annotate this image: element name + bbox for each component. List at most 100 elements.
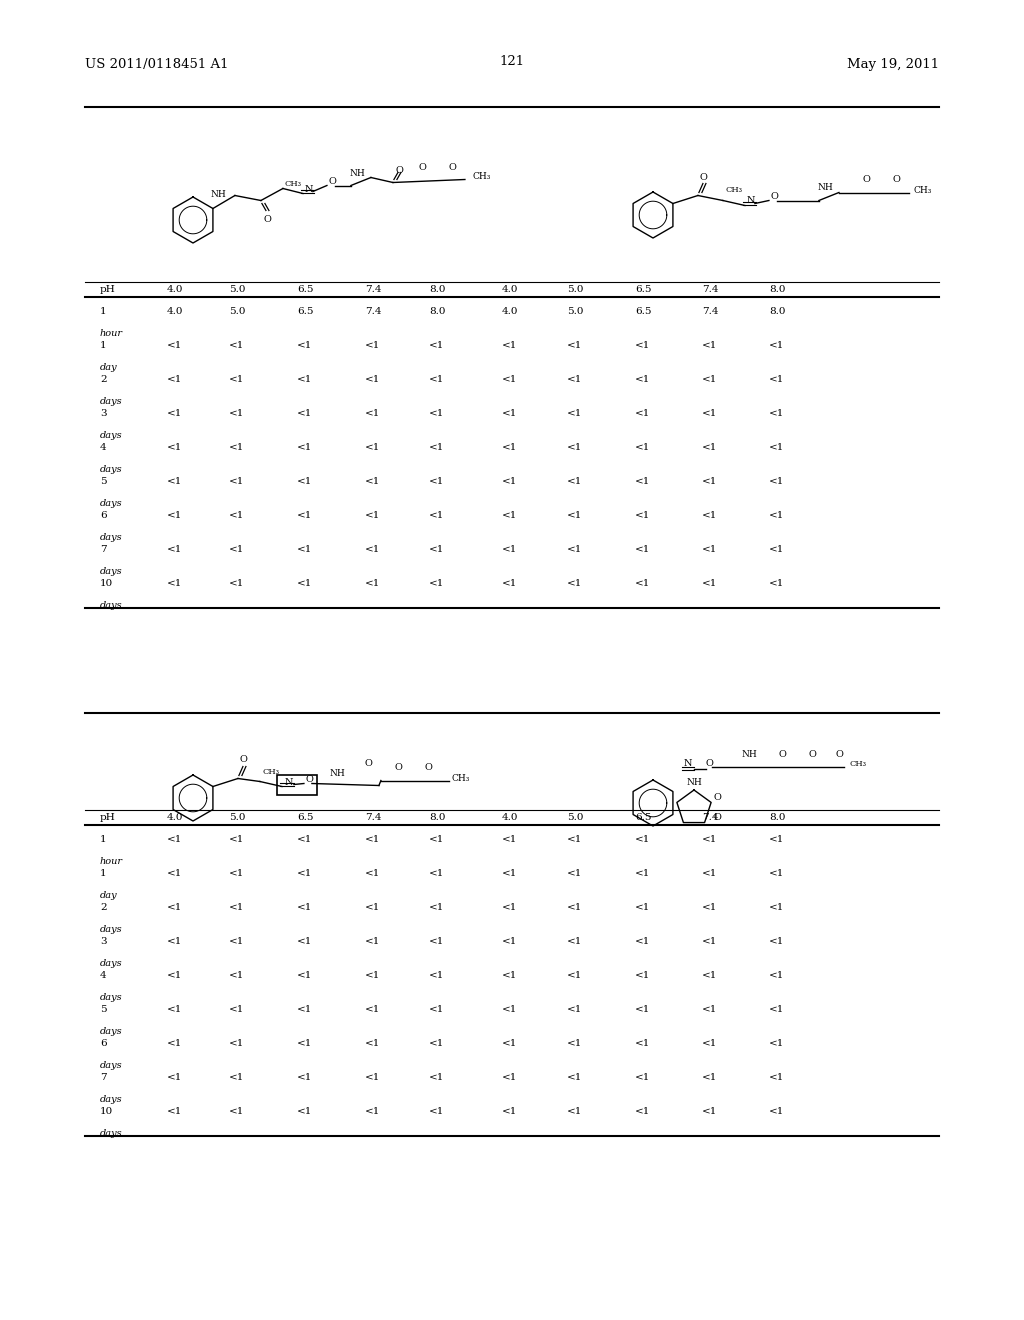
Text: <1: <1 bbox=[503, 511, 518, 520]
Text: <1: <1 bbox=[167, 375, 182, 384]
Text: <1: <1 bbox=[769, 511, 784, 520]
Text: <1: <1 bbox=[567, 972, 583, 979]
Text: 5.0: 5.0 bbox=[566, 813, 584, 822]
Text: <1: <1 bbox=[429, 511, 444, 520]
Text: <1: <1 bbox=[567, 1005, 583, 1014]
Text: <1: <1 bbox=[229, 836, 245, 843]
Text: <1: <1 bbox=[635, 1073, 650, 1082]
Text: O: O bbox=[893, 176, 901, 185]
Text: NH: NH bbox=[349, 169, 365, 177]
Text: O: O bbox=[264, 214, 271, 223]
Text: hour: hour bbox=[100, 329, 123, 338]
Text: O: O bbox=[449, 162, 457, 172]
Text: <1: <1 bbox=[366, 444, 381, 451]
Text: <1: <1 bbox=[429, 903, 444, 912]
Text: <1: <1 bbox=[297, 409, 312, 418]
Text: days: days bbox=[100, 499, 123, 508]
Text: days: days bbox=[100, 1061, 123, 1071]
Text: <1: <1 bbox=[167, 869, 182, 878]
Text: <1: <1 bbox=[503, 545, 518, 554]
Text: <1: <1 bbox=[229, 1107, 245, 1115]
Text: <1: <1 bbox=[167, 477, 182, 486]
Text: 1: 1 bbox=[100, 308, 106, 315]
Text: <1: <1 bbox=[769, 1005, 784, 1014]
Text: <1: <1 bbox=[635, 545, 650, 554]
Text: <1: <1 bbox=[229, 444, 245, 451]
Text: <1: <1 bbox=[366, 511, 381, 520]
Text: <1: <1 bbox=[635, 444, 650, 451]
Text: <1: <1 bbox=[167, 409, 182, 418]
Text: <1: <1 bbox=[702, 1107, 718, 1115]
Text: <1: <1 bbox=[366, 477, 381, 486]
Text: <1: <1 bbox=[429, 477, 444, 486]
Text: 5.0: 5.0 bbox=[228, 813, 246, 822]
Text: 1: 1 bbox=[100, 341, 106, 350]
Text: <1: <1 bbox=[229, 477, 245, 486]
Text: 3: 3 bbox=[100, 409, 106, 418]
Text: day: day bbox=[100, 891, 118, 900]
Text: <1: <1 bbox=[229, 545, 245, 554]
Text: <1: <1 bbox=[567, 579, 583, 587]
Text: <1: <1 bbox=[702, 409, 718, 418]
Text: O: O bbox=[771, 191, 779, 201]
Text: NH: NH bbox=[686, 777, 701, 787]
Text: 4.0: 4.0 bbox=[167, 813, 183, 822]
Text: <1: <1 bbox=[702, 937, 718, 946]
Text: <1: <1 bbox=[297, 579, 312, 587]
Text: 8.0: 8.0 bbox=[429, 813, 445, 822]
Text: 4: 4 bbox=[100, 972, 106, 979]
Text: <1: <1 bbox=[229, 511, 245, 520]
Text: O: O bbox=[396, 166, 403, 176]
Text: 8.0: 8.0 bbox=[429, 308, 445, 315]
Text: 5: 5 bbox=[100, 1005, 106, 1014]
Text: <1: <1 bbox=[567, 341, 583, 350]
Text: <1: <1 bbox=[167, 972, 182, 979]
Text: <1: <1 bbox=[635, 477, 650, 486]
Text: <1: <1 bbox=[702, 1005, 718, 1014]
Text: <1: <1 bbox=[503, 937, 518, 946]
Text: <1: <1 bbox=[567, 511, 583, 520]
Text: <1: <1 bbox=[366, 836, 381, 843]
Text: 5: 5 bbox=[100, 477, 106, 486]
Text: O: O bbox=[365, 759, 373, 768]
Text: <1: <1 bbox=[366, 1073, 381, 1082]
Text: <1: <1 bbox=[429, 972, 444, 979]
Text: days: days bbox=[100, 993, 123, 1002]
Text: <1: <1 bbox=[769, 1073, 784, 1082]
Text: <1: <1 bbox=[297, 903, 312, 912]
Text: <1: <1 bbox=[503, 869, 518, 878]
Text: <1: <1 bbox=[229, 409, 245, 418]
Text: <1: <1 bbox=[366, 579, 381, 587]
Text: <1: <1 bbox=[702, 375, 718, 384]
Text: <1: <1 bbox=[567, 1039, 583, 1048]
Text: 6.5: 6.5 bbox=[297, 813, 313, 822]
Text: <1: <1 bbox=[769, 545, 784, 554]
Text: <1: <1 bbox=[429, 836, 444, 843]
Text: <1: <1 bbox=[366, 972, 381, 979]
Text: days: days bbox=[100, 465, 123, 474]
Text: <1: <1 bbox=[366, 869, 381, 878]
Text: NH: NH bbox=[329, 768, 345, 777]
Text: <1: <1 bbox=[429, 341, 444, 350]
Text: O: O bbox=[419, 162, 427, 172]
Text: <1: <1 bbox=[702, 869, 718, 878]
Text: <1: <1 bbox=[503, 341, 518, 350]
Text: <1: <1 bbox=[167, 444, 182, 451]
Text: <1: <1 bbox=[229, 1039, 245, 1048]
Text: day: day bbox=[100, 363, 118, 372]
Text: N: N bbox=[684, 759, 692, 768]
Text: <1: <1 bbox=[429, 869, 444, 878]
Text: days: days bbox=[100, 568, 123, 576]
Text: 7.4: 7.4 bbox=[365, 308, 381, 315]
Text: O: O bbox=[808, 750, 816, 759]
Text: <1: <1 bbox=[702, 903, 718, 912]
Text: CH₃: CH₃ bbox=[285, 180, 302, 187]
Text: <1: <1 bbox=[635, 903, 650, 912]
Text: <1: <1 bbox=[769, 341, 784, 350]
Text: May 19, 2011: May 19, 2011 bbox=[847, 58, 939, 71]
Text: CH₃: CH₃ bbox=[849, 760, 866, 768]
Text: <1: <1 bbox=[567, 836, 583, 843]
Text: 4.0: 4.0 bbox=[502, 285, 518, 294]
Text: 4.0: 4.0 bbox=[502, 813, 518, 822]
Text: <1: <1 bbox=[769, 903, 784, 912]
